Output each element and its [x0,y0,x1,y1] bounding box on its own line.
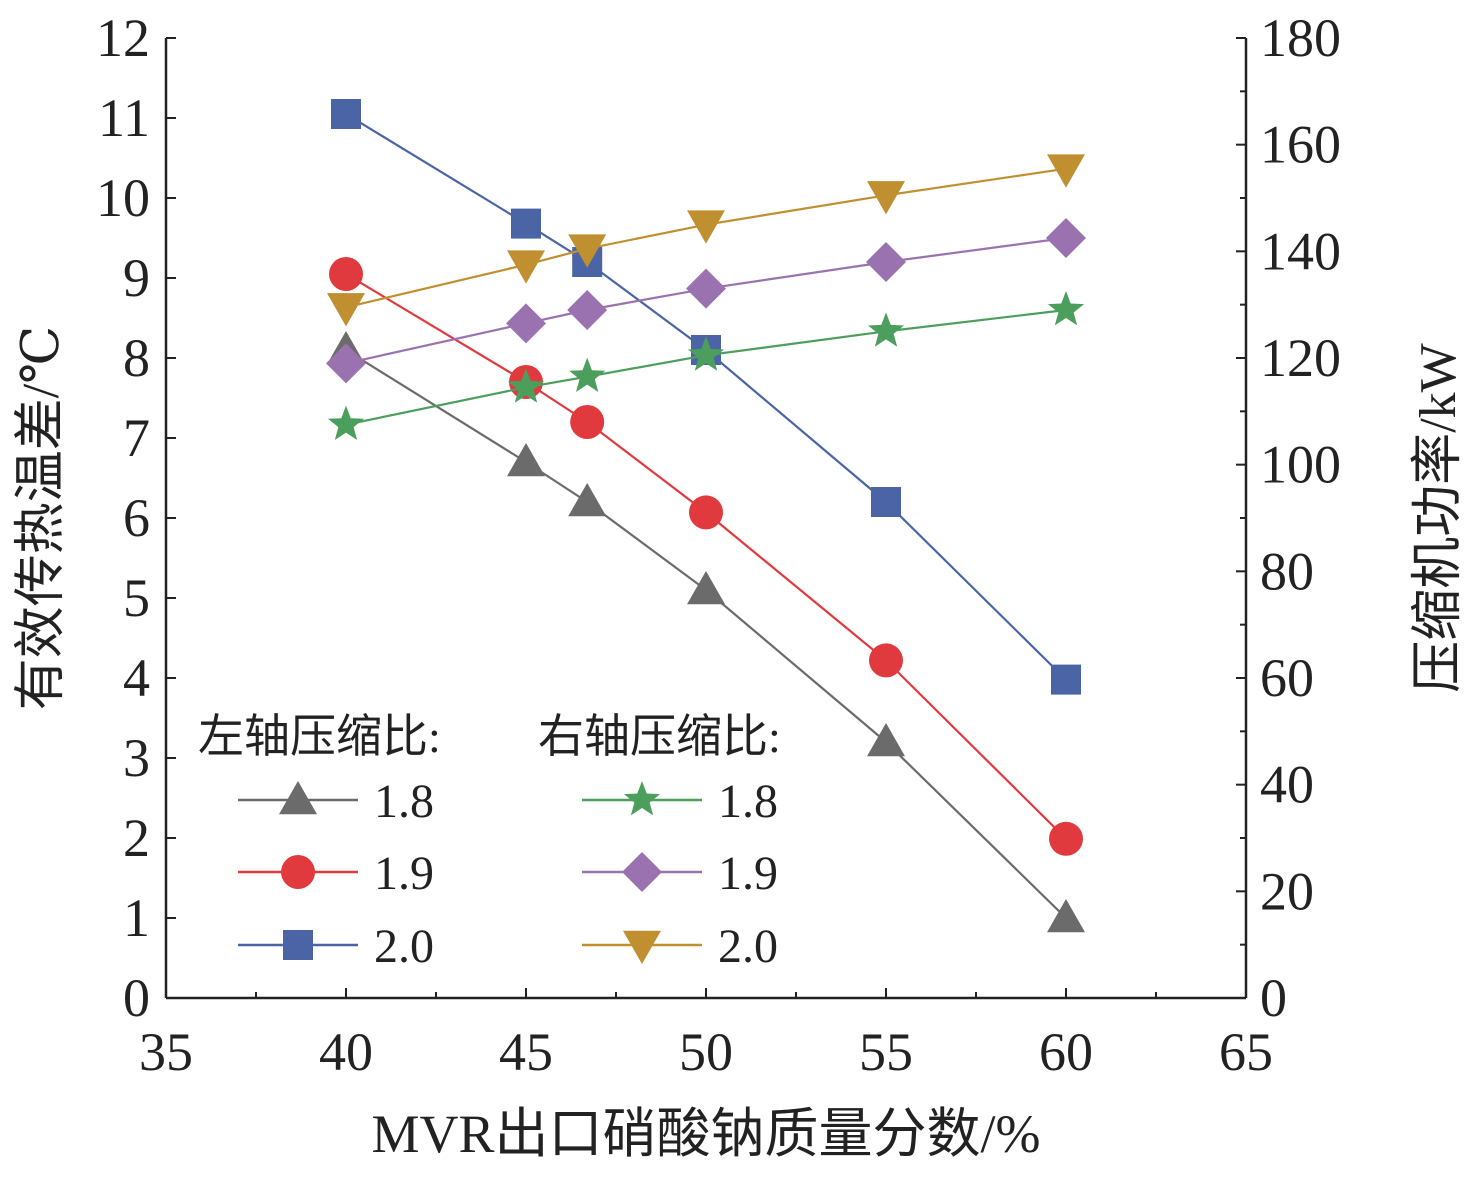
y-left-tick-label: 2 [123,808,150,868]
data-point-triangle-down [1047,154,1085,188]
series-line [345,236,1067,365]
series-line [345,308,1067,426]
y-left-tick-label: 4 [123,648,150,708]
data-point-diamond [506,303,546,344]
data-point-triangle-down [507,250,545,284]
data-point-square [331,99,361,129]
y-left-tick-label: 8 [123,328,150,388]
data-point-star [687,336,725,371]
y-right-axis-label: 压缩机功率/kW [1410,343,1467,693]
x-tick-label: 45 [499,1022,553,1082]
legend-label: 1.8 [374,775,434,828]
legend-marker-circle [281,855,315,889]
data-point-star [507,368,545,403]
data-point-square [511,208,541,239]
legend-marker-triangle-up [279,781,317,815]
data-point-triangle-up [507,443,545,477]
data-point-triangle-up [1047,899,1085,933]
y-right-tick-label: 160 [1260,115,1341,175]
legend-label: 2.0 [374,920,434,973]
series-right-1.9 [326,218,1086,384]
legend-marker-square [283,930,313,960]
series-line [345,167,1067,309]
data-point-star [327,405,365,441]
x-tick-label: 60 [1039,1022,1093,1082]
legend-marker-star [623,781,661,816]
data-point-star [1047,291,1085,326]
x-tick-label: 65 [1219,1022,1273,1082]
y-left-tick-label: 0 [123,968,150,1028]
data-point-triangle-up [687,571,725,605]
x-tick-label: 40 [319,1022,373,1082]
data-point-circle [329,257,363,291]
legend-label: 1.8 [718,775,778,828]
y-right-tick-label: 100 [1260,435,1341,495]
data-point-triangle-down [568,234,607,268]
legend-marker-triangle-down [623,930,661,964]
y-right-tick-label: 140 [1260,221,1341,281]
data-point-star [569,357,606,393]
data-point-triangle-down [867,181,905,215]
series-left-1.8 [327,331,1085,933]
y-right-tick-label: 40 [1260,755,1314,815]
y-left-tick-label: 6 [123,488,150,548]
y-left-tick-label: 11 [98,88,150,148]
legend-marker-diamond [622,852,662,892]
y-left-tick-label: 9 [123,248,150,308]
data-point-diamond [866,242,906,282]
data-point-square [871,487,901,517]
data-point-triangle-up [867,723,905,757]
data-point-triangle-down [327,293,365,327]
data-point-star [867,312,905,347]
x-axis-label: MVR出口硝酸钠质量分数/% [371,1104,1040,1164]
y-right-tick-label: 20 [1260,861,1314,921]
x-tick-label: 35 [139,1022,193,1082]
series-right-2.0 [327,154,1085,327]
x-tick-label: 50 [679,1022,733,1082]
y-right-tick-label: 80 [1260,541,1314,601]
y-left-tick-label: 1 [123,888,150,948]
y-left-axis-label: 有效传热温差/℃ [13,326,70,711]
data-point-diamond [567,290,608,330]
series-line [345,113,1067,681]
y-right-tick-label: 60 [1260,648,1314,708]
series-line [345,273,1067,840]
data-point-diamond [326,343,366,384]
legend-label: 2.0 [718,920,778,973]
y-right-tick-label: 180 [1260,8,1341,68]
data-point-circle [570,405,605,439]
data-point-triangle-down [687,210,725,244]
x-tick-label: 55 [859,1022,913,1082]
data-point-square [1051,664,1081,695]
data-point-circle [869,643,903,678]
series-left-1.9 [329,257,1083,856]
y-left-tick-label: 3 [123,728,150,788]
legend-right-title: 右轴压缩比: [538,711,781,762]
series-right-1.8 [327,291,1085,441]
y-left-tick-label: 5 [123,568,150,628]
y-left-tick-label: 12 [96,8,150,68]
data-point-circle [1049,821,1083,856]
data-point-diamond [686,268,726,309]
y-right-tick-label: 120 [1260,328,1341,388]
data-point-circle [689,495,723,530]
data-point-triangle-up [568,483,607,517]
series-left-2.0 [331,99,1081,695]
y-left-tick-label: 10 [96,168,150,228]
y-right-tick-label: 0 [1260,968,1287,1028]
legend-label: 1.9 [718,847,778,900]
legend-label: 1.9 [374,847,434,900]
legend-left-title: 左轴压缩比: [198,711,441,762]
data-point-diamond [1046,218,1086,258]
series-line [345,349,1067,919]
y-left-tick-label: 7 [123,408,150,468]
